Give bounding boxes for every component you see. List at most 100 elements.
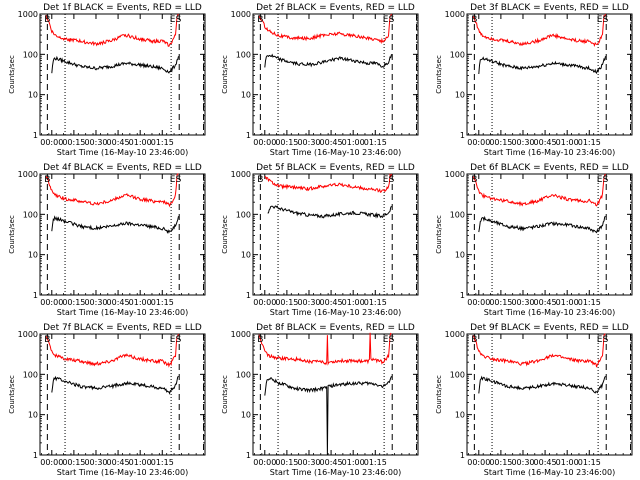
- chart-panel: Det 6f BLACK = Events, RED = LLD 1 10 100 10…: [435, 163, 633, 317]
- x-tick-label: 00:15: [62, 298, 85, 307]
- y-tick-label: 10: [455, 91, 465, 100]
- x-tick-label: 01:00: [556, 138, 579, 147]
- marker-label-e: E: [597, 335, 603, 345]
- marker-label-b: B: [471, 15, 477, 25]
- marker-label-e: E: [170, 175, 176, 185]
- chart-title: Det 8f BLACK = Events, RED = LLD: [256, 323, 415, 333]
- marker-label-b: B: [257, 175, 263, 185]
- y-tick-label: 1: [460, 291, 465, 300]
- x-axis-label: Start Time (16-May-10 23:46:00): [270, 148, 401, 157]
- events-series-line: [264, 376, 392, 456]
- y-tick-label: 100: [23, 50, 38, 59]
- x-axis-label: Start Time (16-May-10 23:46:00): [484, 468, 615, 477]
- x-tick-label: 00:15: [275, 458, 298, 467]
- x-tick-label: 01:15: [364, 138, 387, 147]
- x-tick-label: 00:00: [40, 298, 63, 307]
- marker-label-e: E: [597, 175, 603, 185]
- y-tick-label: 1000: [18, 10, 38, 19]
- y-axis-label: Counts/sec: [435, 375, 443, 414]
- x-tick-label: 00:45: [534, 458, 557, 467]
- x-tick-label: 01:15: [151, 138, 174, 147]
- lld-series-line: [472, 333, 606, 368]
- chart-title: Det 2f BLACK = Events, RED = LLD: [256, 3, 415, 13]
- x-axis-label: Start Time (16-May-10 23:46:00): [484, 308, 615, 317]
- lld-series-line: [264, 173, 392, 193]
- marker-label-b: B: [257, 335, 263, 345]
- x-tick-label: 00:00: [253, 298, 276, 307]
- x-tick-label: 00:00: [467, 138, 490, 147]
- y-tick-label: 10: [241, 91, 251, 100]
- marker-label-b: B: [257, 15, 263, 25]
- y-tick-label: 100: [236, 210, 251, 219]
- y-tick-label: 10: [241, 251, 251, 260]
- y-tick-label: 1000: [18, 330, 38, 339]
- marker-label-e: E: [383, 15, 389, 25]
- x-tick-label: 01:15: [364, 458, 387, 467]
- x-tick-label: 01:00: [342, 458, 365, 467]
- chart-panel: Det 5f BLACK = Events, RED = LLD 1 10 100 10…: [221, 163, 419, 317]
- x-axis-label: Start Time (16-May-10 23:46:00): [57, 148, 188, 157]
- x-tick-label: 01:00: [129, 458, 152, 467]
- y-tick-label: 10: [455, 251, 465, 260]
- chart-title: Det 1f BLACK = Events, RED = LLD: [43, 3, 202, 13]
- marker-label-s: S: [389, 335, 395, 345]
- x-tick-label: 00:15: [489, 458, 512, 467]
- x-tick-label: 01:15: [151, 458, 174, 467]
- x-tick-label: 00:00: [40, 458, 63, 467]
- y-axis-label: Counts/sec: [8, 55, 16, 94]
- lld-series-line: [472, 13, 606, 48]
- chart-panel: Det 7f BLACK = Events, RED = LLD 1 10 100 10…: [8, 323, 206, 477]
- x-tick-label: 00:30: [84, 138, 107, 147]
- marker-label-s: S: [603, 335, 609, 345]
- events-series-line: [478, 375, 606, 394]
- x-axis-label: Start Time (16-May-10 23:46:00): [57, 308, 188, 317]
- y-tick-label: 100: [236, 370, 251, 379]
- x-tick-label: 00:15: [489, 138, 512, 147]
- x-tick-label: 01:15: [578, 138, 601, 147]
- x-tick-label: 00:45: [107, 458, 130, 467]
- y-tick-label: 1000: [445, 330, 465, 339]
- x-tick-label: 00:45: [107, 138, 130, 147]
- x-tick-label: 00:30: [511, 138, 534, 147]
- y-axis-label: Counts/sec: [435, 215, 443, 254]
- x-tick-label: 00:00: [467, 298, 490, 307]
- marker-label-s: S: [603, 15, 609, 25]
- x-tick-label: 00:00: [467, 458, 490, 467]
- x-tick-label: 00:30: [511, 298, 534, 307]
- y-tick-label: 10: [28, 251, 38, 260]
- y-tick-label: 100: [23, 370, 38, 379]
- y-tick-label: 1000: [231, 10, 251, 19]
- x-tick-label: 01:00: [556, 458, 579, 467]
- x-tick-label: 01:15: [151, 298, 174, 307]
- y-tick-label: 1000: [231, 330, 251, 339]
- x-tick-label: 00:15: [62, 138, 85, 147]
- y-tick-label: 100: [450, 370, 465, 379]
- x-tick-label: 01:00: [129, 138, 152, 147]
- chart-panel: Det 1f BLACK = Events, RED = LLD 1 10 100 10…: [8, 3, 206, 157]
- chart-title: Det 3f BLACK = Events, RED = LLD: [470, 3, 629, 13]
- x-tick-label: 00:30: [84, 458, 107, 467]
- marker-label-s: S: [603, 175, 609, 185]
- lld-series-line: [45, 173, 179, 208]
- y-tick-label: 1: [460, 451, 465, 460]
- x-tick-label: 01:00: [342, 138, 365, 147]
- y-tick-label: 1000: [445, 170, 465, 179]
- chart-title: Det 5f BLACK = Events, RED = LLD: [256, 163, 415, 173]
- x-tick-label: 01:00: [342, 298, 365, 307]
- x-tick-label: 00:30: [511, 458, 534, 467]
- x-tick-label: 00:30: [297, 458, 320, 467]
- x-axis-label: Start Time (16-May-10 23:46:00): [270, 468, 401, 477]
- y-tick-label: 1: [33, 451, 38, 460]
- lld-series-line: [45, 13, 179, 47]
- x-tick-label: 00:45: [320, 298, 343, 307]
- x-tick-label: 01:15: [364, 298, 387, 307]
- y-axis-label: Counts/sec: [221, 215, 229, 254]
- marker-label-b: B: [471, 335, 477, 345]
- marker-label-s: S: [176, 335, 182, 345]
- chart-title: Det 6f BLACK = Events, RED = LLD: [470, 163, 629, 173]
- chart-panel: Det 9f BLACK = Events, RED = LLD 1 10 100 10…: [435, 323, 633, 477]
- lld-series-line: [472, 173, 606, 207]
- marker-label-b: B: [44, 175, 50, 185]
- x-tick-label: 00:00: [253, 458, 276, 467]
